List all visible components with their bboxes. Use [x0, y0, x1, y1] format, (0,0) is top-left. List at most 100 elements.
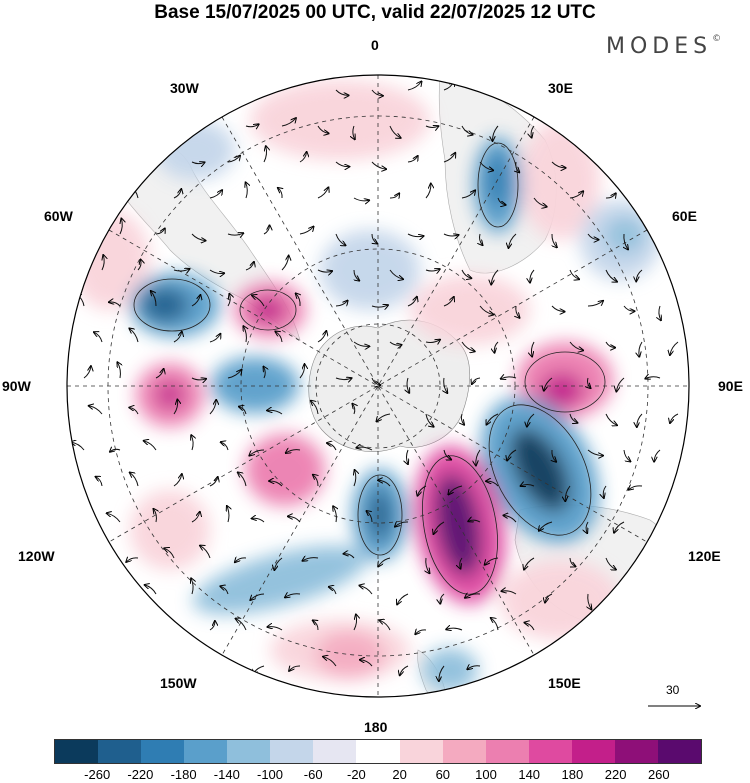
wind-vector [487, 413, 499, 425]
colorbar-tick-label: 60 [435, 767, 451, 782]
colorbar-segment [614, 740, 658, 763]
wind-vector [303, 558, 319, 561]
wind-vector [425, 340, 440, 343]
wind-vector [335, 89, 349, 95]
contour-line [488, 404, 592, 536]
wind-vector [444, 377, 448, 393]
wind-vector [360, 660, 373, 667]
wind-vector [275, 332, 283, 343]
wind-vector [367, 511, 373, 523]
wind-vector [209, 477, 218, 487]
wind-vector [173, 269, 190, 271]
brand-name: MODES [606, 34, 713, 59]
contour-line [357, 474, 403, 556]
wind-vector [333, 506, 336, 523]
wind-vector [659, 305, 661, 320]
wind-vector [278, 188, 282, 199]
wind-vector [418, 485, 427, 496]
wind-vector [443, 297, 454, 307]
wind-vector [448, 485, 463, 494]
wind-vector [317, 331, 326, 343]
wind-vector [507, 449, 517, 460]
wind-vector [467, 666, 481, 670]
wind-vector [389, 269, 403, 279]
wind-vector [624, 233, 628, 249]
wind-vector [551, 161, 566, 168]
wind-vector [565, 485, 571, 501]
wind-vector [379, 620, 391, 631]
anomaly-90w-high-core [156, 381, 184, 409]
wind-vector [227, 506, 229, 523]
lon-label-30e: 30E [548, 80, 573, 96]
wind-vector [425, 413, 434, 427]
wind-vector [472, 377, 481, 384]
wind-vector [252, 295, 265, 307]
wind-vector [552, 449, 556, 462]
colorbar-segment [227, 740, 271, 763]
map-boundary [66, 74, 690, 698]
wind-vector [250, 593, 265, 600]
wind-vector [440, 593, 445, 604]
wind-vector [289, 666, 301, 671]
wind-vector [588, 377, 591, 388]
colorbar-tick-label: 20 [392, 767, 407, 782]
wind-vector [639, 341, 643, 357]
colorbar-tick-label: 100 [475, 767, 497, 782]
copyright-mark: © [712, 34, 722, 44]
wind-vector [637, 413, 643, 427]
wind-vector [313, 475, 318, 487]
colorbar-segment [528, 740, 572, 763]
wind-vector [145, 585, 157, 595]
wind-vector [344, 554, 355, 559]
wind-vector [129, 329, 139, 343]
wind-vector [400, 665, 409, 675]
wind-vector [389, 341, 402, 345]
wind-vector [286, 450, 301, 453]
wind-vector [524, 557, 535, 570]
wind-vector [191, 512, 200, 523]
contour-line [524, 351, 606, 413]
wind-vector [129, 408, 139, 415]
wind-vector [605, 413, 617, 425]
colorbar-tick-label: 220 [604, 767, 627, 782]
colorbar-segment [184, 740, 228, 763]
wind-vector [317, 270, 332, 272]
wind-vector [486, 481, 499, 487]
colorbar-tick-label: 260 [647, 767, 670, 782]
wind-vector [311, 401, 319, 415]
wind-vector [377, 413, 391, 421]
anomaly-negative-broad [155, 120, 235, 180]
wind-vector [439, 665, 445, 681]
wind-vector [191, 233, 206, 241]
wind-vector [389, 125, 401, 138]
lon-label-30w: 30W [170, 80, 199, 96]
colorbar-segment [98, 740, 142, 763]
lon-label-150w: 150W [160, 675, 197, 691]
wind-vector [173, 474, 182, 487]
wind-vector [107, 513, 121, 523]
wind-vector [313, 620, 318, 631]
anomaly-160e-low [422, 648, 478, 692]
wind-vector [525, 623, 535, 631]
wind-vector [335, 301, 348, 307]
wind-vector [494, 341, 499, 353]
wind-vector [461, 269, 471, 278]
wind-vector [491, 618, 499, 631]
wind-vector [485, 557, 499, 565]
wind-vector [323, 657, 337, 667]
anomaly-60e-low [605, 217, 645, 253]
wind-vector [221, 442, 229, 451]
wind-vector [96, 477, 103, 487]
wind-vector [460, 557, 463, 569]
wind-vector [173, 332, 182, 343]
wind-vector [492, 125, 499, 141]
wind-vector [263, 146, 267, 163]
wind-vector [252, 518, 265, 523]
wind-vector [164, 548, 175, 559]
wind-vector [395, 522, 409, 527]
wind-vector [243, 326, 246, 343]
wind-vector [264, 367, 266, 379]
colorbar-tick-label: -100 [256, 767, 284, 782]
wind-vector [352, 404, 354, 415]
colorbar-segment [55, 740, 99, 763]
